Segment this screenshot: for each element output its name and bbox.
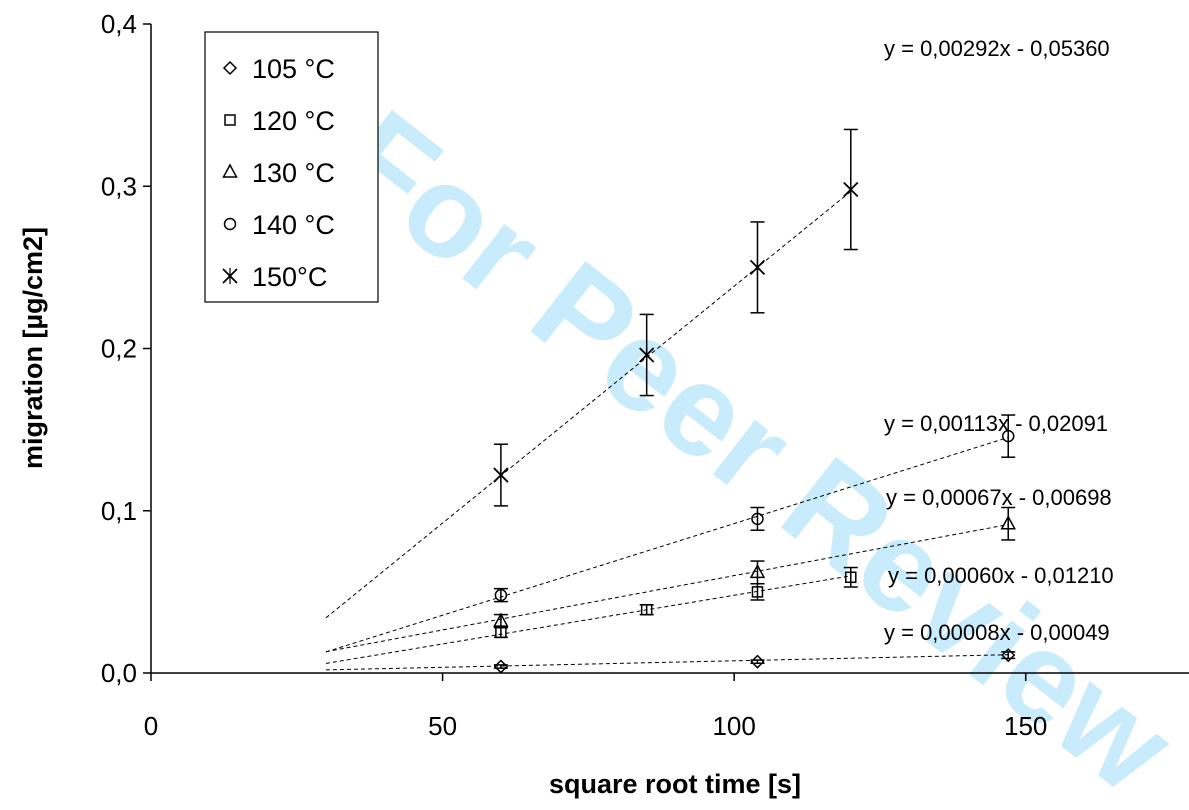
x-tick-label: 100: [712, 711, 755, 741]
data-point: [843, 181, 859, 198]
x-axis-title: square root time [s]: [549, 769, 801, 799]
data-point: [639, 346, 655, 363]
legend-box: [204, 31, 379, 303]
y-tick-label: 0,4: [101, 9, 137, 39]
series-triangle: y = 0,00067x - 0,00698: [325, 485, 1112, 653]
watermark-text: For Peer Review: [313, 82, 1189, 810]
data-point: [493, 612, 509, 627]
trendline: [325, 524, 1009, 653]
y-tick-label: 0,0: [101, 658, 137, 688]
legend-label: 130 °C: [252, 158, 335, 188]
trendline: [325, 575, 851, 664]
legend-item: 130 °C: [222, 158, 335, 188]
data-point: [494, 588, 508, 602]
legend-item: 120 °C: [224, 106, 335, 136]
trendline: [325, 654, 1009, 671]
series-circle: y = 0,00113x - 0,02091: [325, 411, 1108, 653]
data-point: [751, 586, 764, 598]
x-tick-label: 150: [1004, 711, 1047, 741]
data-point: [493, 467, 509, 484]
y-tick-label: 0,1: [101, 496, 137, 526]
trendline-equation: y = 0,00008x - 0,00049: [884, 620, 1110, 645]
legend: 105 °C 120 °C 130 °C 140 °C 150°C: [204, 31, 379, 303]
trendline: [325, 436, 1009, 653]
legend-marker: [222, 163, 238, 178]
trendline-equation: y = 0,00067x - 0,00698: [886, 485, 1112, 510]
trendline-equation: y = 0,00292x - 0,05360: [884, 36, 1110, 61]
data-point: [749, 563, 766, 579]
legend-marker: [222, 268, 238, 284]
legend-label: 105 °C: [252, 54, 335, 84]
data-point: [1001, 429, 1015, 443]
x-tick-label: 0: [144, 711, 158, 741]
trendline-equation: y = 0,00113x - 0,02091: [884, 411, 1108, 436]
data-point: [1000, 515, 1016, 530]
legend-marker: [222, 60, 238, 76]
legend-label: 140 °C: [252, 210, 335, 240]
series-diamond: y = 0,00008x - 0,00049: [325, 620, 1110, 674]
legend-item: 150°C: [222, 262, 327, 292]
data-point: [845, 571, 857, 584]
data-point: [1001, 648, 1016, 663]
y-axis-title: migration [µg/cm2]: [18, 227, 48, 469]
series-square: y = 0,00060x - 0,01210: [325, 563, 1114, 664]
data-point: [750, 654, 765, 669]
trendline-equation: y = 0,00060x - 0,01210: [888, 563, 1114, 588]
y-tick-label: 0,3: [101, 171, 137, 201]
legend-marker: [223, 217, 237, 231]
data-point: [749, 259, 766, 276]
series-star: y = 0,00292x - 0,05360: [325, 36, 1110, 619]
x-tick-label: 50: [428, 711, 457, 741]
legend-marker: [224, 114, 236, 126]
y-tick-label: 0,2: [101, 334, 137, 364]
legend-item: 105 °C: [222, 54, 335, 84]
data-point: [751, 512, 764, 526]
data-point: [640, 603, 653, 616]
plot-area: 0,0 0,1 0,2 0,3 0,4 0 50 100 150 y = 0,00008x - 0…: [101, 9, 1189, 741]
data-point: [493, 659, 508, 674]
legend-label: 150°C: [252, 262, 327, 292]
legend-item: 140 °C: [223, 210, 335, 240]
legend-label: 120 °C: [252, 106, 335, 136]
